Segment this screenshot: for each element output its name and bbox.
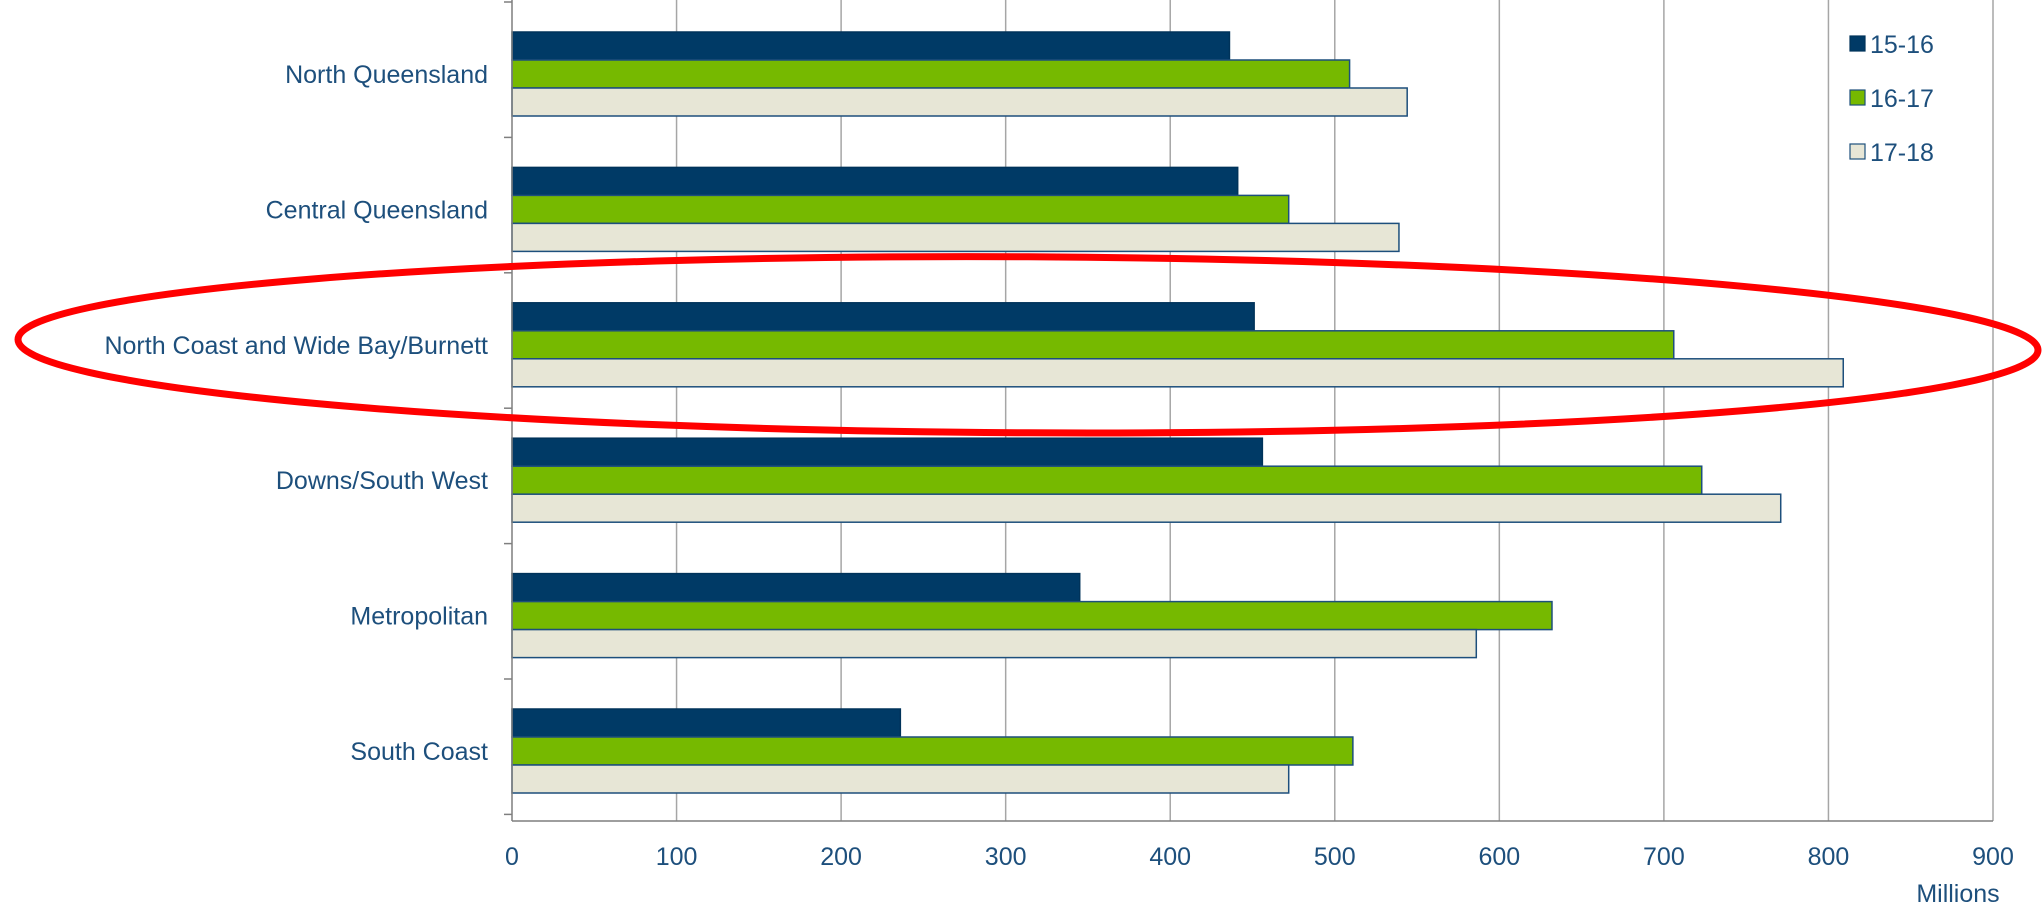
- bar-15-16-3: [511, 437, 1264, 467]
- bars: [511, 31, 1845, 794]
- x-tick-300: 300: [985, 843, 1027, 871]
- category-label: South Coast: [350, 738, 488, 766]
- bar-17-18-2: [511, 358, 1845, 388]
- legend-swatch-15-16: [1849, 35, 1866, 52]
- bar-17-18-0: [511, 87, 1408, 117]
- highlight-annotation: [14, 253, 2042, 437]
- x-tick-800: 800: [1808, 843, 1850, 871]
- highlight-ellipse: [14, 253, 2042, 437]
- grid-lines: [675, 0, 1994, 821]
- bar-17-18-1: [511, 222, 1400, 253]
- category-labels: North Queensland Central Queensland North …: [104, 61, 488, 766]
- bar-17-18-4: [511, 628, 1478, 659]
- bar-15-16-2: [511, 302, 1255, 332]
- x-tick-400: 400: [1149, 843, 1191, 871]
- x-tick-0: 0: [505, 843, 519, 871]
- bar-17-18-5: [511, 764, 1290, 794]
- x-unit-label: Millions: [1916, 880, 1999, 906]
- bar-15-16-4: [511, 572, 1081, 603]
- bar-16-17-0: [511, 59, 1351, 89]
- x-tick-100: 100: [656, 843, 698, 871]
- legend-swatch-16-17: [1849, 89, 1866, 106]
- x-tick-200: 200: [820, 843, 862, 871]
- bar-17-18-3: [511, 493, 1782, 523]
- x-tick-500: 500: [1314, 843, 1356, 871]
- category-label: North Queensland: [285, 61, 488, 89]
- bar-15-16-1: [511, 166, 1239, 197]
- axes: [504, 0, 1993, 822]
- x-tick-700: 700: [1643, 843, 1685, 871]
- category-label: North Coast and Wide Bay/Burnett: [104, 332, 488, 360]
- x-tick-900: 900: [1972, 843, 2014, 871]
- legend-label-17-18: 17-18: [1870, 139, 1934, 167]
- legend-swatch-17-18: [1849, 143, 1866, 160]
- bar-16-17-3: [511, 465, 1703, 495]
- x-tick-600: 600: [1478, 843, 1520, 871]
- x-tick-labels: 0 100 200 300 400 500 600 700 800 900: [505, 843, 2014, 871]
- category-label: Central Queensland: [266, 196, 488, 224]
- legend: 15-16 16-17 17-18: [1849, 31, 1934, 167]
- category-label: Metropolitan: [350, 603, 488, 631]
- bar-16-17-5: [511, 736, 1354, 766]
- bar-16-17-1: [511, 194, 1290, 225]
- bar-16-17-4: [511, 600, 1553, 631]
- legend-label-16-17: 16-17: [1870, 85, 1934, 113]
- legend-label-15-16: 15-16: [1870, 31, 1934, 59]
- category-label: Downs/South West: [276, 467, 488, 495]
- bar-15-16-0: [511, 31, 1231, 61]
- bar-16-17-2: [511, 330, 1675, 360]
- bar-15-16-5: [511, 708, 902, 738]
